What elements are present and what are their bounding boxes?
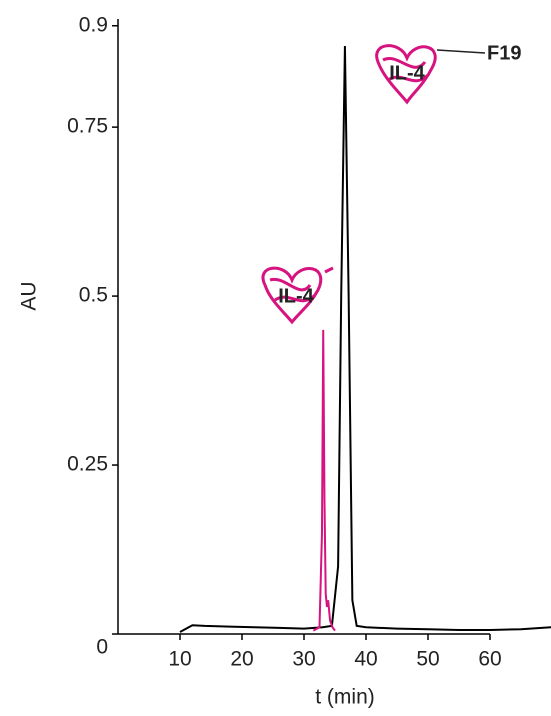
annotation: F19 [487,42,521,64]
protein-icon [261,44,437,325]
annotation: IL-4 [278,285,314,307]
x-tick-label: 50 [416,648,439,671]
x-tick-label: 60 [478,648,501,671]
y-tick-label: 0 [96,636,108,659]
y-tick-label: 0.75 [67,115,108,138]
x-tick-label: 40 [354,648,377,671]
y-axis-label: AU [18,281,41,310]
annotation: IL-4 [389,62,425,84]
series-line [312,329,336,632]
y-tick-label: 0.25 [67,453,108,476]
y-tick-label: 0.9 [79,13,108,36]
x-axis-label: t (min) [315,686,375,709]
x-tick-label: 30 [292,648,315,671]
y-tick-label: 0.5 [79,284,108,307]
series-line [179,46,551,633]
x-tick-label: 10 [168,648,191,671]
annotation-leader [436,49,486,54]
x-tick-label: 20 [230,648,253,671]
